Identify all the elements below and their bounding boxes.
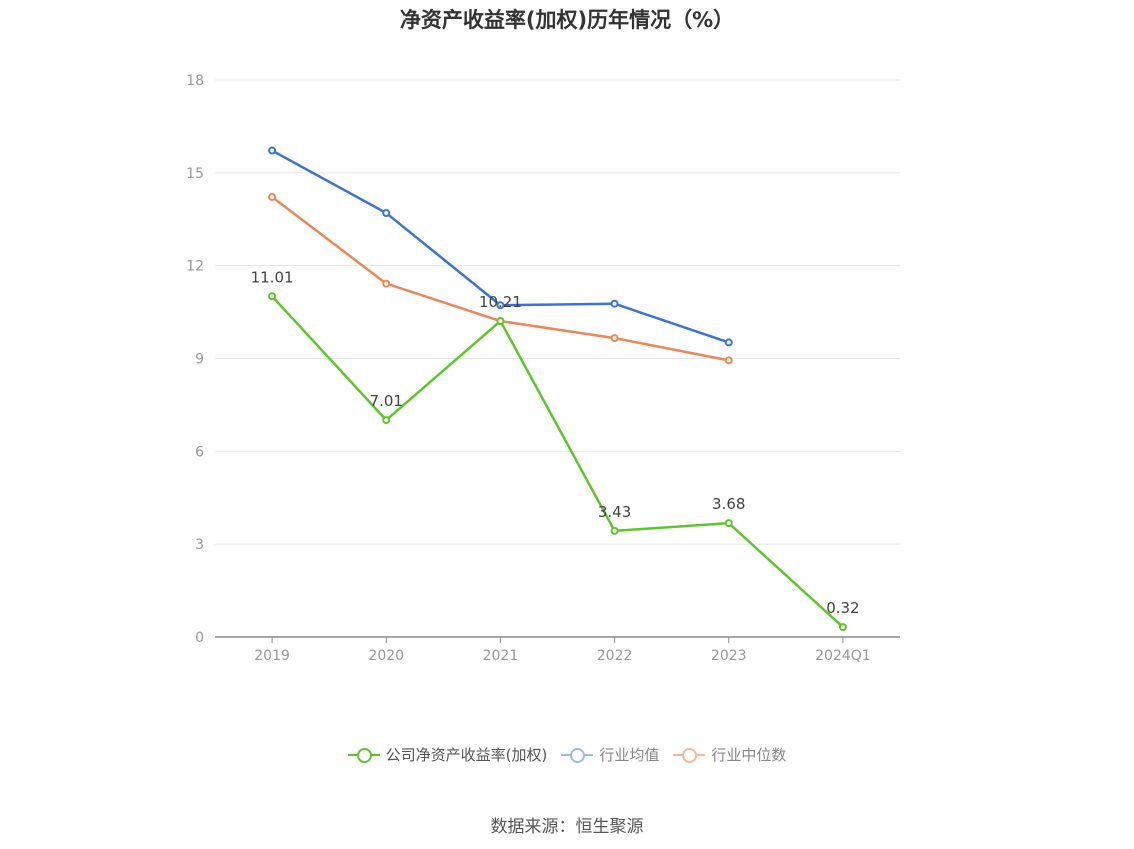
data-point (724, 356, 733, 365)
y-tick-label: 0 (195, 630, 204, 646)
legend-label-company: 公司净资产收益率(加权) (385, 746, 548, 764)
data-point (268, 292, 277, 301)
data-point (610, 526, 619, 535)
series-group (268, 146, 847, 632)
data-label: 0.32 (826, 599, 859, 617)
data-labels: 11.01 7.01 10.21 3.43 3.68 0.32 (251, 268, 860, 617)
legend-item-company[interactable]: 公司净资产收益率(加权) (347, 744, 548, 765)
chart-title: 净资产收益率(加权)历年情况（%） (399, 8, 735, 32)
legend-item-industry-mean[interactable]: 行业均值 (561, 744, 659, 765)
data-label: 11.01 (251, 268, 294, 286)
y-tick-label: 6 (195, 444, 204, 460)
x-tick-label: 2022 (597, 648, 633, 664)
data-point (838, 623, 847, 632)
data-point (610, 334, 619, 343)
data-point (724, 338, 733, 347)
line-chart: 0 3 6 9 12 15 18 2019 2020 2021 2022 2023 2024Q1 11… (186, 73, 900, 664)
data-point (382, 279, 391, 288)
data-point (382, 209, 391, 218)
y-axis-ticks: 0 3 6 9 12 15 18 (186, 73, 204, 646)
x-axis: 2019 2020 2021 2022 2023 2024Q1 (215, 636, 900, 664)
data-point (496, 301, 505, 310)
data-label: 10.21 (479, 293, 522, 311)
y-tick-label: 18 (186, 73, 204, 89)
data-point (268, 192, 277, 201)
series-line (271, 195, 729, 362)
legend-swatch-company (347, 746, 380, 764)
data-source: 数据来源：恒生聚源 (490, 817, 644, 837)
series-line (271, 149, 730, 344)
data-point (724, 519, 733, 528)
legend-label-industry-median: 行业中位数 (711, 746, 787, 764)
x-tick-label: 2020 (368, 648, 404, 664)
legend-swatch-industry-mean (561, 746, 594, 764)
legend-item-industry-median[interactable]: 行业中位数 (673, 744, 786, 765)
y-tick-label: 9 (195, 352, 204, 368)
series-line (271, 295, 844, 629)
data-label: 3.68 (712, 495, 745, 513)
x-tick-label: 2023 (711, 648, 747, 664)
y-tick-label: 12 (186, 259, 204, 275)
data-label: 3.43 (598, 503, 631, 521)
x-tick-label: 2024Q1 (815, 648, 871, 664)
data-point (382, 416, 391, 425)
data-point (268, 146, 277, 155)
data-point (610, 299, 619, 308)
legend-label-industry-mean: 行业均值 (599, 746, 660, 764)
grid-lines (215, 79, 900, 545)
data-label: 7.01 (370, 392, 403, 410)
data-point (496, 317, 505, 326)
y-tick-label: 15 (186, 166, 204, 182)
y-tick-label: 3 (195, 537, 204, 553)
x-tick-label: 2021 (483, 648, 519, 664)
legend-swatch-industry-median (673, 746, 706, 764)
legend: 公司净资产收益率(加权) 行业均值 行业中位数 (0, 744, 1134, 765)
x-tick-label: 2019 (254, 648, 290, 664)
